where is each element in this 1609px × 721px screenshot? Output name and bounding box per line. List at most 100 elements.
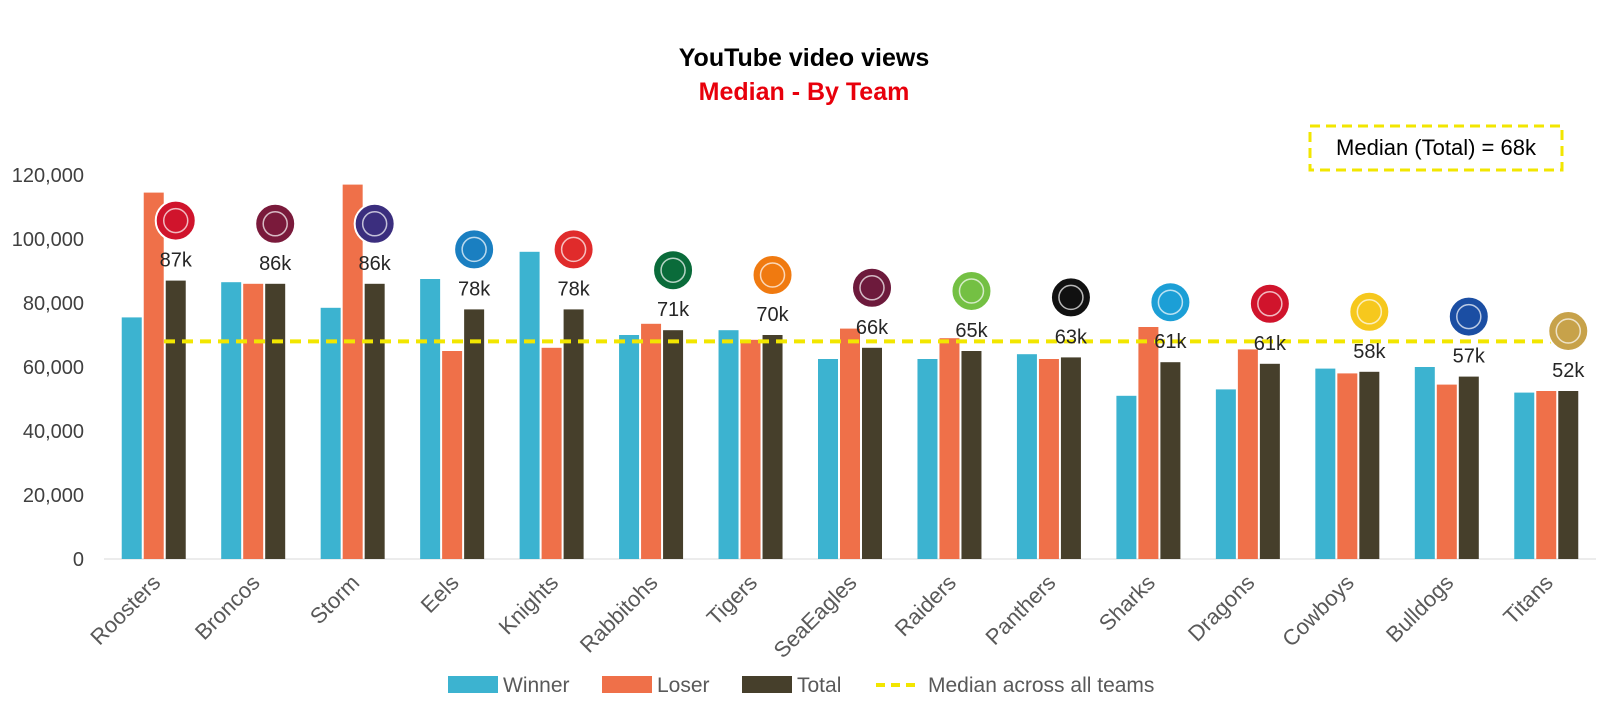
x-tick-label-cowboys: Cowboys xyxy=(1277,570,1359,652)
bulldogs-logo-ring xyxy=(1456,303,1482,330)
bulldogs-logo-icon xyxy=(1447,295,1490,338)
x-tick-label-eels: Eels xyxy=(416,570,464,618)
bar-loser-broncos xyxy=(243,283,264,559)
x-tick-label-knights: Knights xyxy=(494,570,564,640)
sharks-logo-badge xyxy=(1149,281,1192,324)
knights-logo-ring xyxy=(560,236,587,263)
tigers-logo-badge xyxy=(751,254,794,296)
median-note-frame xyxy=(1308,124,1564,172)
y-tick-label: 80,000 xyxy=(23,293,84,315)
raiders-logo-icon xyxy=(950,270,993,312)
bar-loser-tigers xyxy=(740,339,761,559)
dragons-logo-icon xyxy=(1248,282,1291,325)
tigers-logo-icon xyxy=(751,254,794,296)
cowboys-logo-badge xyxy=(1348,290,1391,333)
total-label-panthers: 63k xyxy=(1055,326,1088,348)
legend-label-loser: Loser xyxy=(657,674,710,697)
x-tick-label-titans: Titans xyxy=(1498,570,1557,629)
bar-total-panthers xyxy=(1060,357,1081,559)
bar-loser-titans xyxy=(1536,391,1557,559)
total-label-broncos: 86k xyxy=(259,253,292,275)
bar-total-tigers xyxy=(762,335,783,559)
legend-swatch-loser xyxy=(602,676,652,693)
bar-loser-sharks xyxy=(1138,327,1159,559)
rabbitohs-logo-icon xyxy=(652,249,695,292)
seaeagles-logo-ring xyxy=(859,275,885,301)
legend-label-median: Median across all teams xyxy=(928,674,1154,697)
eels-logo-icon xyxy=(453,228,496,271)
x-tick-label-dragons: Dragons xyxy=(1183,570,1259,646)
total-label-cowboys: 58k xyxy=(1353,341,1386,363)
bar-total-roosters xyxy=(165,280,186,559)
bar-loser-raiders xyxy=(939,338,960,559)
knights-logo-badge xyxy=(552,228,595,271)
cowboys-logo-icon xyxy=(1348,290,1391,333)
titans-logo-badge xyxy=(1547,310,1590,352)
titans-logo-ring xyxy=(1555,318,1582,344)
chart-title: YouTube video views xyxy=(679,44,930,72)
total-label-dragons: 61k xyxy=(1254,333,1287,355)
broncos-logo-ring xyxy=(262,211,288,237)
total-label-storm: 86k xyxy=(359,253,392,275)
x-tick-label-seaeagles: SeaEagles xyxy=(769,570,862,663)
titans-logo-icon xyxy=(1547,310,1590,352)
legend-label-winner: Winner xyxy=(503,674,570,697)
data-labels: 87k 86k 86k 78k 78k 71k 70k 66k 65k 63k 61k 61k 58k 5… xyxy=(160,250,1586,382)
cowboys-logo-ring xyxy=(1356,299,1383,325)
x-tick-label-roosters: Roosters xyxy=(85,570,165,650)
x-axis: Roosters Broncos Storm Eels Knights Rabbitohs… xyxy=(85,570,1557,663)
bar-winner-storm xyxy=(320,307,341,559)
eels-logo-badge xyxy=(453,228,496,271)
bar-loser-panthers xyxy=(1038,359,1059,559)
broncos-logo-badge xyxy=(254,202,297,245)
bar-winner-roosters xyxy=(121,317,142,559)
bars xyxy=(121,184,1579,560)
bar-loser-rabbitohs xyxy=(641,323,662,559)
bulldogs-logo-badge xyxy=(1447,295,1490,338)
bar-total-raiders xyxy=(961,351,982,559)
median-note-text: Median (Total) = 68k xyxy=(1336,135,1537,160)
bar-loser-eels xyxy=(442,351,463,559)
eels-logo-ring xyxy=(461,236,487,263)
total-label-knights: 78k xyxy=(557,278,590,300)
total-label-rabbitohs: 71k xyxy=(657,299,690,321)
broncos-logo-icon xyxy=(254,202,297,245)
bar-total-dragons xyxy=(1259,363,1280,559)
bar-winner-dragons xyxy=(1215,389,1236,559)
bar-winner-knights xyxy=(519,251,540,560)
storm-logo-ring xyxy=(361,211,388,237)
bar-total-seaeagles xyxy=(862,347,882,559)
x-tick-label-sharks: Sharks xyxy=(1094,570,1160,636)
bar-winner-rabbitohs xyxy=(619,335,640,559)
x-tick-label-bulldogs: Bulldogs xyxy=(1381,570,1458,647)
legend-swatch-winner xyxy=(448,676,498,693)
y-tick-label: 60,000 xyxy=(23,357,84,379)
bar-loser-roosters xyxy=(143,192,164,559)
x-tick-label-panthers: Panthers xyxy=(981,570,1061,650)
raiders-logo-ring xyxy=(958,278,985,304)
bar-total-sharks xyxy=(1160,362,1181,559)
total-label-sharks: 61k xyxy=(1154,331,1187,353)
bar-total-broncos xyxy=(265,283,286,559)
total-label-eels: 78k xyxy=(458,278,491,300)
bar-winner-cowboys xyxy=(1315,368,1336,559)
bar-loser-cowboys xyxy=(1337,373,1358,559)
rabbitohs-logo-ring xyxy=(660,257,686,283)
bar-winner-raiders xyxy=(917,359,938,559)
dragons-logo-ring xyxy=(1257,291,1283,317)
total-label-titans: 52k xyxy=(1552,360,1585,382)
panthers-logo-ring xyxy=(1058,284,1084,311)
bar-winner-bulldogs xyxy=(1414,367,1435,559)
team-logos xyxy=(154,199,1590,352)
y-tick-label: 120,000 xyxy=(12,165,84,187)
bar-total-cowboys xyxy=(1359,371,1380,559)
tigers-logo-ring xyxy=(759,262,786,288)
x-tick-label-storm: Storm xyxy=(305,570,364,629)
bar-loser-seaeagles xyxy=(840,328,860,559)
bar-winner-eels xyxy=(420,279,441,559)
total-label-tigers: 70k xyxy=(756,304,789,326)
rabbitohs-logo-badge xyxy=(652,249,695,292)
seaeagles-logo-badge xyxy=(851,266,893,309)
y-axis: 0 20,000 40,000 60,000 80,000 100,000 120,000 xyxy=(12,165,84,571)
